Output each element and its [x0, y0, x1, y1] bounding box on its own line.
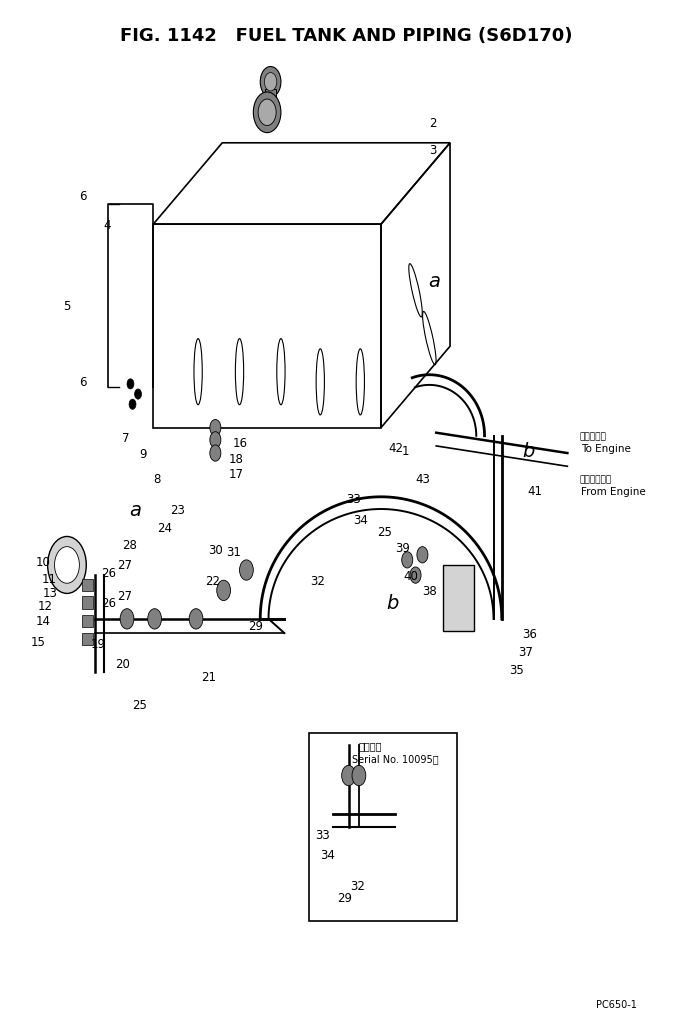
Text: 42: 42: [388, 442, 403, 455]
Circle shape: [352, 765, 366, 786]
Text: 37: 37: [518, 645, 532, 658]
Circle shape: [410, 568, 421, 584]
Text: 21: 21: [202, 671, 216, 684]
Text: 26: 26: [101, 596, 116, 609]
Text: 40: 40: [404, 569, 419, 582]
Text: 適用番号: 適用番号: [359, 740, 383, 750]
Bar: [265, 90, 276, 108]
Bar: [82, 615, 93, 628]
Text: エンジンから: エンジンから: [580, 475, 612, 483]
Circle shape: [417, 547, 428, 564]
Circle shape: [261, 67, 281, 98]
Bar: [82, 634, 93, 646]
Text: 29: 29: [337, 892, 353, 904]
Circle shape: [264, 73, 277, 92]
Text: Serial No. 10095～: Serial No. 10095～: [352, 753, 439, 763]
Text: 30: 30: [209, 544, 223, 556]
Text: a: a: [129, 500, 141, 519]
Text: b: b: [387, 593, 399, 612]
Circle shape: [127, 379, 134, 389]
Text: 27: 27: [117, 589, 132, 602]
Text: To Engine: To Engine: [581, 443, 631, 453]
Text: 35: 35: [509, 663, 523, 677]
Circle shape: [148, 609, 161, 630]
Text: b: b: [523, 441, 535, 460]
Circle shape: [210, 432, 221, 448]
Text: 17: 17: [229, 468, 244, 480]
Text: 41: 41: [527, 485, 543, 497]
Text: 9: 9: [139, 447, 147, 461]
Circle shape: [48, 537, 87, 594]
Text: 6: 6: [80, 190, 87, 203]
Text: 36: 36: [523, 627, 537, 640]
Text: 11: 11: [42, 572, 56, 585]
Text: 33: 33: [346, 493, 361, 505]
Text: 43: 43: [416, 473, 430, 485]
Text: 32: 32: [350, 879, 365, 892]
Circle shape: [402, 552, 413, 569]
Text: 7: 7: [122, 432, 130, 445]
Text: 32: 32: [310, 574, 326, 587]
Text: 3: 3: [430, 145, 437, 157]
Text: 28: 28: [122, 539, 137, 551]
Text: 39: 39: [395, 542, 410, 554]
Bar: [82, 580, 93, 592]
Circle shape: [254, 93, 281, 133]
Text: 25: 25: [378, 526, 392, 538]
Text: 5: 5: [64, 300, 71, 313]
Text: 13: 13: [43, 586, 58, 599]
Text: 4: 4: [103, 218, 111, 231]
Bar: [443, 566, 474, 632]
Text: 23: 23: [170, 503, 185, 516]
Text: 25: 25: [132, 698, 148, 711]
Text: 16: 16: [233, 437, 247, 450]
Text: 15: 15: [30, 635, 45, 648]
Text: 12: 12: [37, 599, 52, 612]
Text: 1: 1: [402, 444, 410, 458]
Text: 34: 34: [353, 514, 368, 526]
Text: 33: 33: [315, 828, 330, 842]
Bar: [308, 733, 457, 921]
Text: 27: 27: [117, 558, 132, 572]
Text: a: a: [428, 271, 440, 290]
Text: 20: 20: [115, 657, 130, 671]
Text: From Engine: From Engine: [581, 486, 646, 496]
Text: FIG. 1142   FUEL TANK AND PIPING (S6D170): FIG. 1142 FUEL TANK AND PIPING (S6D170): [121, 26, 572, 45]
Text: 38: 38: [423, 584, 437, 597]
Circle shape: [120, 609, 134, 630]
Bar: [82, 597, 93, 609]
Text: 2: 2: [430, 117, 437, 129]
Text: 31: 31: [226, 546, 240, 558]
Text: エンジンへ: エンジンへ: [580, 432, 606, 441]
Circle shape: [134, 389, 141, 399]
Text: 10: 10: [36, 555, 51, 569]
Text: 22: 22: [205, 574, 220, 587]
Text: 19: 19: [91, 637, 106, 650]
Circle shape: [55, 547, 80, 584]
Text: 18: 18: [229, 452, 244, 466]
Text: 14: 14: [36, 614, 51, 628]
Circle shape: [210, 420, 221, 436]
Text: 26: 26: [101, 566, 116, 579]
Circle shape: [210, 445, 221, 462]
Circle shape: [217, 581, 231, 601]
Text: 29: 29: [249, 620, 263, 633]
Circle shape: [240, 560, 254, 581]
Text: 8: 8: [153, 473, 161, 485]
Circle shape: [129, 399, 136, 410]
Text: 34: 34: [320, 849, 335, 861]
Text: PC650-1: PC650-1: [595, 1000, 636, 1010]
Circle shape: [342, 765, 356, 786]
Circle shape: [189, 609, 203, 630]
Text: 6: 6: [80, 376, 87, 389]
Circle shape: [258, 100, 276, 126]
Text: 24: 24: [157, 522, 172, 534]
